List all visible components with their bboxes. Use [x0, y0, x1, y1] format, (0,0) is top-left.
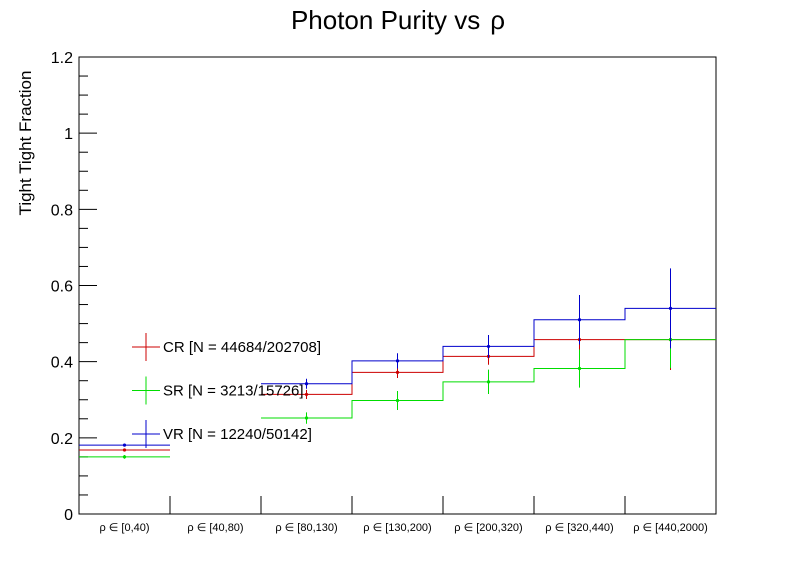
- chart-title: Photon Purity vs ρ: [291, 5, 505, 35]
- series-group: [79, 268, 716, 459]
- x-tick-label: ρ ∈ [80,130): [275, 522, 337, 534]
- data-point: [486, 380, 491, 384]
- data-point: [577, 366, 582, 371]
- y-tick-label: 0.6: [51, 279, 73, 296]
- legend-label: SR [N = 3213/15726]: [163, 383, 304, 400]
- x-tick-label: ρ ∈ [0,40): [99, 522, 149, 534]
- data-point: [122, 448, 127, 452]
- x-tick-label: ρ ∈ [130,200): [363, 522, 431, 534]
- data-point: [395, 370, 400, 374]
- x-tick-label: ρ ∈ [200,320): [454, 522, 522, 534]
- x-tick-label: ρ ∈ [320,440): [545, 522, 613, 534]
- y-tick-label: 0.8: [51, 202, 73, 219]
- data-point: [577, 318, 582, 322]
- legend-label: VR [N = 12240/50142]: [163, 426, 312, 443]
- chart-title-symbol: ρ: [490, 5, 505, 35]
- data-point: [122, 455, 127, 459]
- axes: 0 0.2 0.4 0.6 0.8 1 1.2 ρ ∈ [0,40) ρ ∈ [40,80) ρ …: [51, 50, 717, 534]
- legend-entry: SR [N = 3213/15726]: [132, 376, 304, 405]
- legend-label: CR [N = 44684/202708]: [163, 339, 321, 356]
- data-point: [486, 344, 491, 349]
- plot-frame: [78, 56, 717, 515]
- y-tick-label: 1: [64, 126, 73, 143]
- data-point: [122, 443, 127, 447]
- series-vr: [79, 268, 716, 447]
- y-axis-label: Tight Tight Fraction: [16, 71, 35, 216]
- data-point: [395, 398, 400, 403]
- plot-frame-border: [78, 56, 717, 515]
- y-tick-label: 1.2: [51, 50, 73, 67]
- legend-entry: CR [N = 44684/202708]: [132, 333, 321, 361]
- data-point: [395, 359, 400, 363]
- legend-entry: VR [N = 12240/50142]: [132, 420, 312, 448]
- y-tick-label: 0.4: [51, 355, 73, 372]
- y-tick-label: 0: [64, 507, 73, 524]
- x-tick-label: ρ ∈ [440,2000): [633, 522, 708, 534]
- data-point: [304, 416, 309, 420]
- chart-title-text: Photon Purity vs: [291, 5, 480, 35]
- data-point: [668, 306, 673, 310]
- data-point: [304, 382, 309, 386]
- x-tick-label: ρ ∈ [40,80): [187, 522, 243, 534]
- series-sr: [79, 311, 716, 459]
- y-tick-label: 0.2: [51, 431, 73, 448]
- data-point: [304, 392, 309, 397]
- legend: CR [N = 44684/202708] SR [N = 3213/15726]…: [132, 333, 321, 448]
